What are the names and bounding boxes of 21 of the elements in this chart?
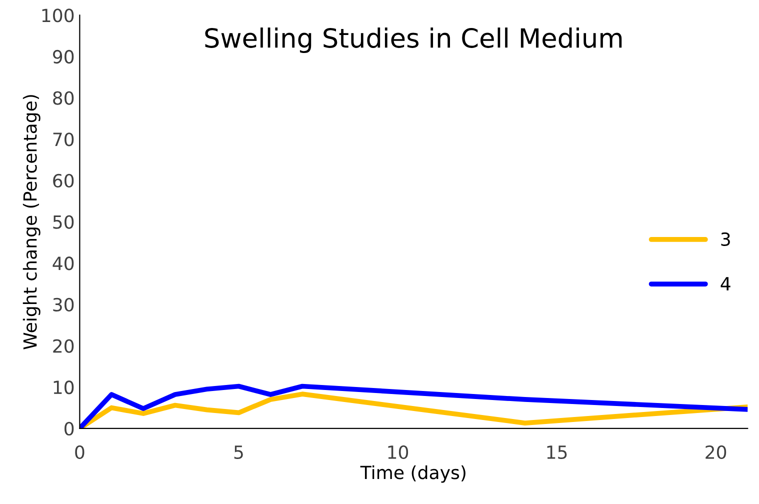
y-tick-label: 70 [53,132,74,146]
y-tick-label: 0 [64,422,74,436]
y-tick-label: 60 [53,174,74,188]
x-tick-label: 10 [388,445,408,460]
legend-label: 3 [721,232,730,246]
y-tick-label: 20 [53,339,74,353]
x-tick-label: 5 [234,446,243,460]
y-tick-label: 90 [52,50,74,64]
y-tick-label: 50 [53,215,74,229]
y-tick-label: 80 [53,91,74,105]
x-tick-label: 0 [75,445,84,460]
y-tick-label: 100 [42,8,74,22]
y-tick-label: 40 [52,256,74,270]
legend-label: 4 [720,277,730,290]
y-axis-title: Weight change (Percentage) [22,95,40,350]
x-axis-title: Time (days) [360,465,466,483]
x-tick-label: 20 [706,445,726,460]
chart-title: Swelling Studies in Cell Medium [205,28,622,54]
y-tick-label: 10 [54,380,74,394]
x-tick-label: 15 [547,446,567,460]
y-tick-label: 30 [53,298,74,312]
